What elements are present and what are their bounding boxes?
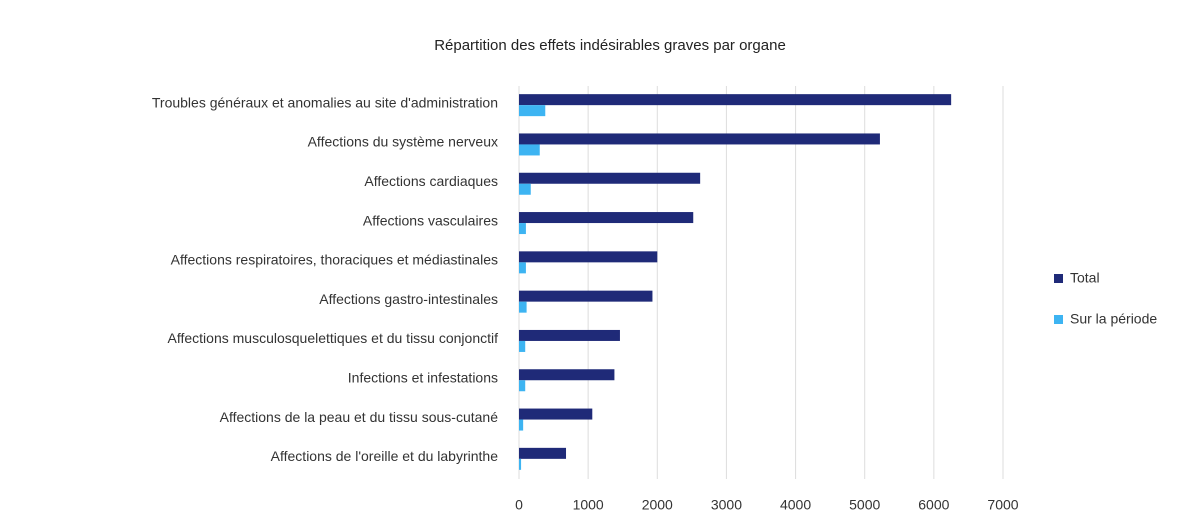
bar xyxy=(519,419,524,431)
x-tick-label: 7000 xyxy=(987,497,1018,513)
bar xyxy=(519,458,522,470)
bar xyxy=(519,290,653,302)
x-tick-label: 0 xyxy=(515,497,523,513)
bar xyxy=(519,133,880,145)
bar xyxy=(519,408,593,420)
legend-label: Sur la période xyxy=(1070,311,1157,327)
bar xyxy=(519,329,620,341)
bar xyxy=(519,380,526,392)
x-tick-label: 4000 xyxy=(780,497,811,513)
x-tick-label: 2000 xyxy=(642,497,673,513)
x-tick-label: 3000 xyxy=(711,497,742,513)
y-tick-label: Affections vasculaires xyxy=(363,212,498,228)
legend-label: Total xyxy=(1070,270,1100,286)
x-tick-label: 5000 xyxy=(849,497,880,513)
y-tick-label: Infections et infestations xyxy=(348,369,498,385)
chart-title: Répartition des effets indésirables grav… xyxy=(434,37,786,54)
y-tick-label: Troubles généraux et anomalies au site d… xyxy=(152,94,498,110)
bar xyxy=(519,262,526,274)
bar xyxy=(519,144,540,156)
bar xyxy=(519,212,694,224)
bar xyxy=(519,340,526,352)
y-tick-label: Affections de la peau et du tissu sous-c… xyxy=(220,409,499,425)
legend-swatch xyxy=(1054,274,1063,283)
y-tick-label: Affections cardiaques xyxy=(364,173,498,189)
bar xyxy=(519,183,531,195)
bar xyxy=(519,447,567,459)
y-tick-label: Affections de l'oreille et du labyrinthe xyxy=(271,448,499,464)
bar xyxy=(519,105,546,117)
bar xyxy=(519,301,527,313)
x-tick-label: 6000 xyxy=(918,497,949,513)
bar xyxy=(519,369,615,381)
y-tick-label: Affections gastro-intestinales xyxy=(319,291,498,307)
x-tick-label: 1000 xyxy=(573,497,604,513)
bar xyxy=(519,172,701,184)
legend-swatch xyxy=(1054,315,1063,324)
y-tick-label: Affections du système nerveux xyxy=(308,134,498,150)
y-tick-label: Affections musculosquelettiques et du ti… xyxy=(168,330,499,346)
bar xyxy=(519,94,952,106)
bar xyxy=(519,251,658,263)
bar xyxy=(519,223,526,235)
y-tick-label: Affections respiratoires, thoraciques et… xyxy=(171,252,498,268)
